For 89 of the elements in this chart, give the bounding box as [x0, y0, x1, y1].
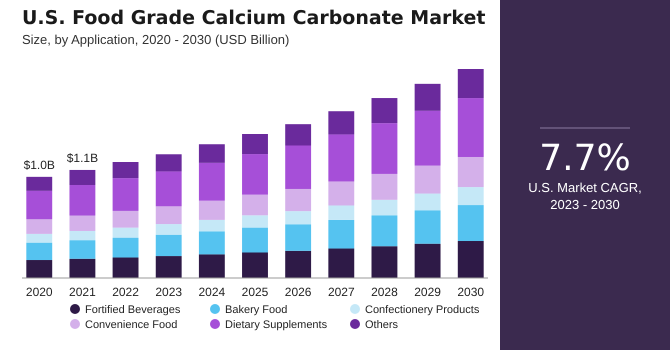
- bar: [328, 205, 354, 220]
- bar: [69, 258, 96, 278]
- bar: [328, 220, 354, 249]
- bar: [112, 238, 138, 258]
- bar: [112, 162, 138, 178]
- bar: [328, 248, 354, 278]
- x-tick-label: 2028: [371, 285, 398, 299]
- text: U.S. Market CAGR, 2023 - 2030: [528, 180, 642, 212]
- bar: [372, 215, 398, 246]
- bar: [458, 156, 484, 188]
- bar: [26, 260, 52, 278]
- bar: [112, 210, 138, 228]
- legend-label: Dietary Supplements: [225, 319, 328, 331]
- x-tick-label: 2021: [69, 285, 96, 299]
- x-tick-label: 2029: [414, 285, 442, 299]
- bar: [458, 187, 484, 206]
- bar: [285, 145, 312, 189]
- x-tick-label: 2024: [198, 285, 226, 299]
- bar: [69, 216, 96, 231]
- bar: [112, 258, 138, 278]
- bar: [285, 250, 312, 278]
- bar: [328, 134, 354, 182]
- x-tick-label: 2023: [155, 285, 182, 299]
- legend-label: Confectionery Products: [365, 304, 480, 316]
- bar: [26, 242, 52, 260]
- x-tick-label: 2030: [457, 285, 484, 299]
- bar: [198, 231, 225, 254]
- bar: [112, 228, 138, 238]
- bar: [69, 240, 96, 259]
- bar: [242, 228, 268, 252]
- bar: [242, 252, 268, 278]
- bar: [458, 98, 484, 157]
- bar: [69, 170, 96, 185]
- bar: [372, 246, 398, 278]
- bar: [285, 224, 312, 251]
- bar: [198, 254, 225, 278]
- bar: [414, 84, 441, 111]
- bar: [26, 219, 52, 234]
- bar: [285, 124, 312, 146]
- bar: [156, 171, 182, 206]
- bar: [112, 178, 138, 211]
- text: 7.7%: [539, 138, 631, 179]
- chart-subtitle: Size, by Application, 2020 - 2030 (USD Billion): [22, 32, 290, 47]
- bar: [414, 210, 441, 244]
- annotation: $1.1B: [66, 150, 98, 165]
- bar: [26, 234, 52, 243]
- bar: [372, 98, 398, 124]
- bar: [458, 69, 484, 98]
- bar: [414, 110, 441, 166]
- bar: [198, 220, 225, 232]
- bar: [69, 230, 96, 240]
- bar: [242, 194, 268, 216]
- bar: [156, 206, 182, 224]
- bar: [198, 162, 225, 201]
- bar: [328, 111, 354, 134]
- bar: [414, 194, 441, 210]
- bar: [458, 205, 484, 242]
- bar: [69, 184, 96, 216]
- chart-title: U.S. Food Grade Calcium Carbonate Market: [22, 7, 486, 29]
- bar: [372, 123, 398, 174]
- x-tick-label: 2020: [26, 285, 53, 299]
- bar: [156, 154, 182, 172]
- bar: [242, 154, 268, 195]
- bar: [242, 134, 268, 154]
- bar: [198, 144, 225, 163]
- bar: [26, 190, 52, 220]
- legend-label: Others: [365, 319, 399, 331]
- bar: [26, 176, 52, 191]
- bar: [372, 200, 398, 216]
- x-tick-label: 2022: [112, 285, 140, 299]
- annotation: $1.0B: [24, 158, 55, 172]
- bar: [458, 241, 484, 278]
- legend-label: Convenience Food: [85, 319, 178, 331]
- x-tick-label: 2025: [242, 285, 269, 299]
- legend-label: Fortified Beverages: [85, 304, 181, 316]
- bar: [156, 234, 182, 256]
- bar: [372, 174, 398, 200]
- bar: [198, 200, 225, 220]
- bar: [328, 181, 354, 206]
- bar: [414, 244, 441, 278]
- bar: [156, 224, 182, 235]
- bar: [242, 215, 268, 228]
- legend-label: Bakery Food: [225, 304, 288, 316]
- bar: [285, 211, 312, 224]
- bar: [414, 166, 441, 194]
- bar: [156, 256, 182, 278]
- x-tick-label: 2027: [328, 285, 355, 299]
- bar: [285, 188, 312, 212]
- x-tick-label: 2026: [284, 285, 312, 299]
